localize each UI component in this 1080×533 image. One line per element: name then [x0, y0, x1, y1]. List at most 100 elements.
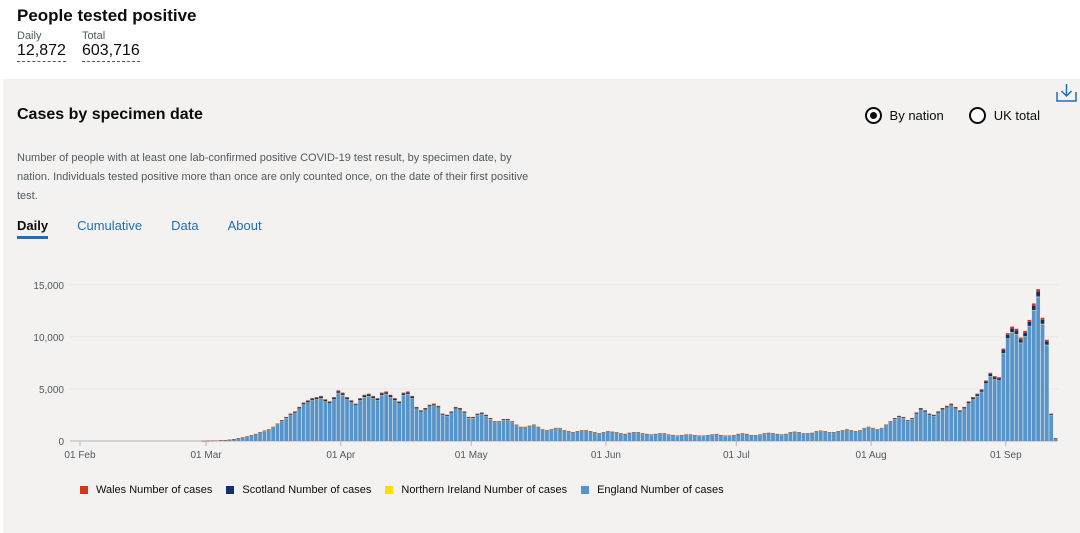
bar-segment — [406, 391, 410, 393]
bar-segment — [953, 407, 958, 409]
bar-segment — [714, 434, 719, 441]
bar-segment — [858, 430, 862, 441]
bar-segment — [610, 432, 615, 441]
x-tick-label: 01 Feb — [64, 450, 96, 461]
bar-segment — [1014, 330, 1019, 335]
bar-segment — [588, 431, 593, 441]
bar-segment — [353, 403, 358, 405]
bar-segment — [944, 406, 949, 408]
bar-segment — [306, 402, 310, 441]
bar-segment — [840, 430, 845, 441]
bar-segment — [966, 401, 971, 403]
bar-segment — [745, 434, 749, 441]
bar-segment — [923, 410, 927, 412]
bar-segment — [1036, 297, 1041, 441]
bar-segment — [410, 396, 415, 399]
bar-segment — [423, 407, 428, 409]
bar-segment — [458, 407, 462, 409]
bar-segment — [427, 405, 432, 407]
bar-segment — [427, 404, 432, 406]
bar-segment — [379, 393, 384, 395]
bar-segment — [666, 434, 671, 441]
bar-segment — [566, 431, 571, 441]
bar-segment — [432, 404, 436, 406]
bar-segment — [918, 408, 923, 410]
bar-segment — [349, 400, 354, 403]
tab-cumulative[interactable]: Cumulative — [77, 218, 143, 233]
bar-segment — [284, 418, 289, 441]
bar-segment — [914, 412, 919, 414]
radio-unchecked-icon[interactable] — [968, 107, 986, 124]
bar-segment — [723, 435, 728, 441]
stat-daily-value[interactable]: 12,872 — [17, 42, 66, 62]
bar-segment — [379, 392, 384, 394]
bar-segment — [453, 406, 458, 408]
bar-segment — [949, 403, 954, 405]
bar-segment — [962, 407, 967, 409]
bar-segment — [423, 409, 428, 441]
bar-segment — [888, 421, 893, 423]
bar-segment — [301, 402, 306, 404]
bar-segment — [879, 428, 884, 441]
bar-segment — [353, 404, 358, 406]
radio-checked-icon[interactable] — [864, 107, 882, 124]
bar-segment — [884, 425, 888, 441]
bar-segment — [1018, 343, 1023, 441]
bar-segment — [688, 434, 693, 441]
bar-segment — [519, 427, 523, 441]
bar-segment — [888, 422, 893, 441]
bar-segment — [684, 434, 688, 441]
bar-segment — [975, 394, 980, 397]
stat-total-value[interactable]: 603,716 — [81, 42, 140, 62]
stat-total: Total 603,716 — [81, 30, 140, 62]
bar-segment — [462, 411, 467, 413]
x-tick-label: 01 Mar — [190, 450, 222, 461]
bar-segment — [323, 401, 328, 441]
bar-segment — [279, 420, 284, 422]
bar-segment — [962, 406, 967, 408]
bar-segment — [645, 434, 649, 441]
bar-segment — [388, 394, 393, 396]
radio-uk-total[interactable]: UK total — [968, 107, 1040, 124]
bar-segment — [997, 377, 1001, 379]
legend-item-ni: Northern Ireland Number of cases — [385, 484, 567, 496]
y-tick-label: 0 — [58, 437, 64, 448]
bar-segment — [288, 413, 293, 415]
bar-segment — [327, 401, 332, 403]
bar-segment — [406, 392, 410, 394]
bar-segment — [471, 418, 475, 441]
bar-segment — [1031, 303, 1036, 306]
radio-uk-total-label: UK total — [993, 108, 1040, 123]
bar-segment — [766, 433, 771, 441]
bar-segment — [375, 398, 380, 399]
bar-segment — [979, 390, 984, 392]
bar-segment — [497, 421, 502, 423]
bar-segment — [510, 422, 515, 441]
bar-segment — [523, 427, 528, 441]
tab-about[interactable]: About — [227, 218, 262, 233]
bar-segment — [784, 434, 788, 441]
bar-segment — [892, 419, 897, 441]
bar-segment — [862, 428, 867, 441]
bar-segment — [910, 418, 914, 420]
tab-data[interactable]: Data — [171, 218, 199, 233]
bar-segment — [540, 429, 545, 441]
bar-segment — [1036, 291, 1041, 297]
bar-segment — [884, 424, 888, 426]
bar-segment — [371, 396, 375, 399]
bar-segment — [314, 399, 319, 441]
bar-segment — [901, 417, 906, 418]
card-title: Cases by specimen date — [17, 106, 203, 123]
bar-segment — [1010, 332, 1014, 441]
bar-segment — [792, 432, 797, 441]
download-icon[interactable] — [1056, 83, 1077, 102]
bar-segment — [753, 435, 758, 441]
tab-daily[interactable]: Daily — [17, 218, 49, 239]
bar-segment — [336, 390, 341, 392]
bar-segment — [306, 400, 310, 403]
radio-by-nation[interactable]: By nation — [864, 107, 944, 124]
bar-segment — [1005, 334, 1010, 339]
bar-segment — [1010, 326, 1014, 329]
bar-segment — [366, 396, 371, 441]
bar-segment — [466, 418, 471, 441]
